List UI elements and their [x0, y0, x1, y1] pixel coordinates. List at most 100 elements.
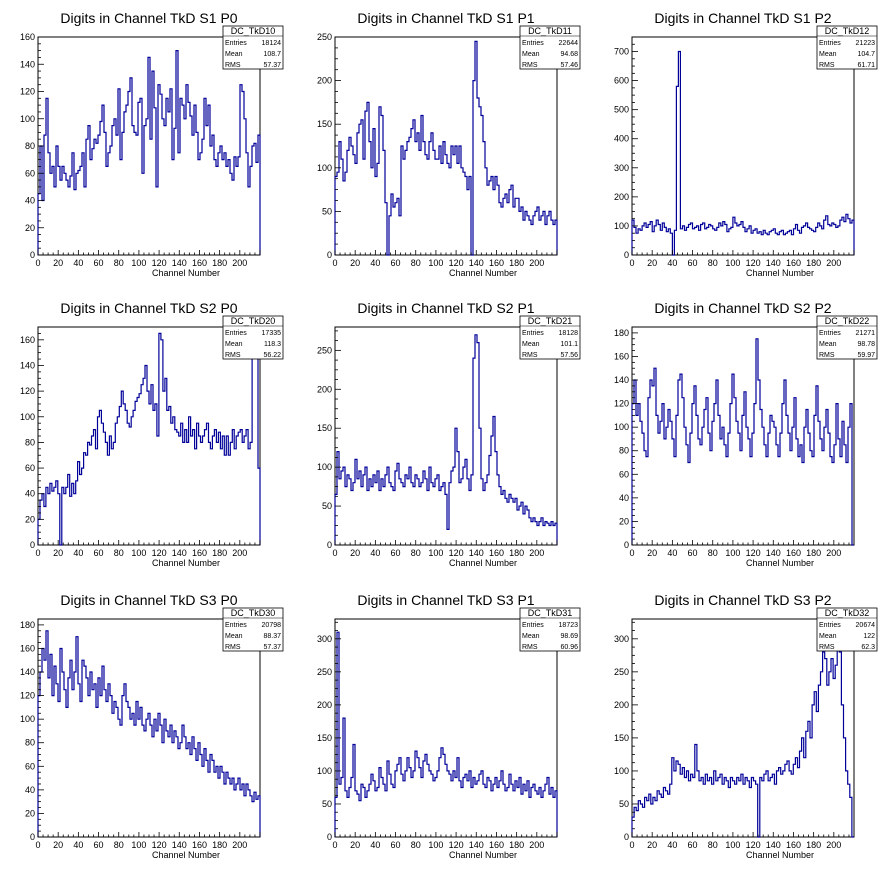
- stats-name: DC_TkD10: [231, 26, 276, 36]
- x-tick-label: 140: [469, 548, 484, 558]
- y-tick-label: 40: [25, 785, 35, 795]
- y-tick-label: 0: [327, 250, 332, 260]
- x-tick-label: 80: [708, 840, 718, 850]
- y-tick-label: 150: [614, 733, 629, 743]
- x-tick-label: 200: [529, 548, 544, 558]
- x-tick-label: 140: [469, 840, 484, 850]
- x-tick-label: 140: [172, 548, 187, 558]
- y-tick-label: 700: [614, 47, 629, 57]
- x-tick-label: 40: [667, 258, 677, 268]
- plot-frame: [37, 618, 261, 838]
- chart-title: Digits in Channel TkD S3 P2: [654, 592, 831, 608]
- x-tick-label: 140: [766, 258, 781, 268]
- stats-label: Entries: [225, 330, 247, 337]
- x-tick-label: 200: [232, 548, 247, 558]
- x-tick-label: 180: [212, 258, 227, 268]
- y-tick-label: 140: [20, 667, 35, 677]
- stats-value-entries: 17335: [262, 330, 282, 337]
- histogram-series: [631, 644, 854, 838]
- x-axis-label: Channel Number: [449, 850, 517, 860]
- stats-label: Mean: [819, 633, 837, 640]
- y-tick-label: 200: [317, 384, 332, 394]
- x-tick-label: 160: [192, 840, 207, 850]
- x-tick-label: 160: [192, 548, 207, 558]
- stats-value-mean: 88.37: [263, 633, 281, 640]
- histogram-panel: Digits in Channel TkD S2 P1 0 20 40 60 80 100 1…: [317, 300, 581, 568]
- x-tick-label: 100: [131, 258, 146, 268]
- histogram-panel: Digits in Channel TkD S3 P0 0 20 40 60 80 100 1…: [20, 592, 284, 860]
- y-tick-label: 150: [317, 119, 332, 129]
- stats-value-rms: 61.71: [857, 62, 875, 69]
- x-axis-label: Channel Number: [449, 558, 517, 568]
- stats-box-frame: [816, 25, 878, 70]
- histogram-panel: Digits in Channel TkD S3 P1 0 20 40 60 80 100 1…: [317, 592, 581, 860]
- x-tick-label: 20: [647, 548, 657, 558]
- x-axis-label: Channel Number: [152, 558, 220, 568]
- x-tick-label: 100: [428, 548, 443, 558]
- y-tick-label: 100: [317, 766, 332, 776]
- x-tick-label: 80: [114, 840, 124, 850]
- y-tick-label: 120: [20, 691, 35, 701]
- x-tick-label: 100: [725, 548, 740, 558]
- x-tick-label: 40: [370, 258, 380, 268]
- stats-label: Entries: [819, 330, 841, 337]
- stats-value-mean: 98.78: [857, 341, 875, 348]
- x-tick-label: 120: [152, 548, 167, 558]
- stats-value-rms: 57.46: [560, 62, 578, 69]
- stats-label: RMS: [819, 644, 835, 651]
- stats-label: RMS: [225, 62, 241, 69]
- y-tick-label: 80: [25, 437, 35, 447]
- x-tick-label: 200: [826, 548, 841, 558]
- y-tick-label: 100: [20, 114, 35, 124]
- chart-title: Digits in Channel TkD S2 P2: [654, 300, 831, 316]
- stats-name: DC_TkD20: [231, 316, 276, 326]
- y-tick-label: 50: [322, 206, 332, 216]
- histogram-series: [334, 40, 558, 256]
- y-tick-label: 0: [624, 250, 629, 260]
- x-tick-label: 160: [489, 258, 504, 268]
- x-tick-label: 80: [114, 548, 124, 558]
- x-tick-label: 40: [667, 548, 677, 558]
- y-tick-label: 200: [614, 700, 629, 710]
- y-tick-label: 80: [25, 141, 35, 151]
- histogram-series: [37, 630, 261, 837]
- x-tick-label: 60: [391, 548, 401, 558]
- x-tick-label: 100: [131, 840, 146, 850]
- x-tick-label: 20: [53, 840, 63, 850]
- x-tick-label: 20: [647, 258, 657, 268]
- x-tick-label: 180: [212, 548, 227, 558]
- stats-label: Mean: [225, 341, 243, 348]
- stats-label: RMS: [522, 62, 538, 69]
- x-tick-label: 120: [152, 840, 167, 850]
- y-tick-label: 80: [25, 738, 35, 748]
- y-tick-label: 400: [614, 134, 629, 144]
- stats-value-rms: 59.97: [857, 352, 875, 359]
- x-tick-label: 160: [786, 840, 801, 850]
- stats-name: DC_TkD21: [528, 316, 573, 326]
- y-tick-label: 0: [30, 250, 35, 260]
- y-tick-label: 20: [25, 808, 35, 818]
- y-tick-label: 100: [317, 163, 332, 173]
- y-tick-label: 140: [614, 375, 629, 385]
- x-tick-label: 80: [708, 548, 718, 558]
- x-tick-label: 0: [332, 258, 337, 268]
- y-tick-label: 200: [614, 192, 629, 202]
- stats-box: DC_TkD32 Entries 20674 Mean 122 RMS 62.3: [816, 607, 878, 652]
- chart-title: Digits in Channel TkD S1 P0: [60, 10, 237, 26]
- stats-box: DC_TkD12 Entries 21223 Mean 104.7 RMS 61.71: [816, 25, 878, 70]
- stats-value-rms: 60.96: [560, 644, 578, 651]
- x-tick-label: 40: [370, 548, 380, 558]
- y-tick-label: 0: [327, 832, 332, 842]
- y-tick-label: 20: [25, 514, 35, 524]
- chart-title: Digits in Channel TkD S3 P1: [357, 592, 534, 608]
- y-tick-label: 0: [624, 540, 629, 550]
- y-tick-label: 600: [614, 76, 629, 86]
- x-tick-label: 100: [428, 840, 443, 850]
- y-tick-label: 80: [619, 446, 629, 456]
- x-tick-label: 80: [411, 548, 421, 558]
- chart-title: Digits in Channel TkD S1 P1: [357, 10, 534, 26]
- x-tick-label: 140: [469, 258, 484, 268]
- stats-box: DC_TkD21 Entries 18128 Mean 101.1 RMS 57.56: [519, 315, 581, 360]
- x-tick-label: 60: [94, 840, 104, 850]
- x-tick-label: 80: [708, 258, 718, 268]
